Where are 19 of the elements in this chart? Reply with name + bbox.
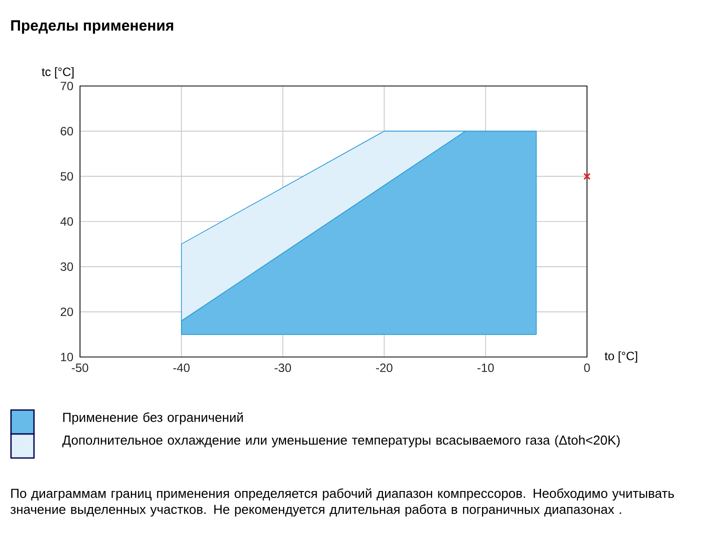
- y-tick-label: 10: [61, 352, 74, 362]
- x-tick-label: -20: [376, 364, 392, 372]
- legend-label: Дополнительное охлаждение или уменьшение температуры всасываемого газа (Δtoh<20K): [62, 435, 620, 448]
- x-tick-label: -50: [72, 364, 88, 372]
- y-tick-label: 50: [60, 172, 74, 181]
- x-tick-label: -30: [274, 364, 291, 372]
- y-axis-title: tc [°C]: [42, 67, 74, 78]
- y-tick-label: 30: [60, 262, 74, 271]
- y-tick-label: 20: [60, 308, 74, 316]
- y-tick-label: 40: [60, 217, 74, 226]
- text: По диаграммам границ применения определяется рабочий диапазон компрессоров. Необходимо учитывать значение выделенных участков. Не рекомендуется длительная работа в пограничных диапазонах .: [10, 488, 674, 517]
- x-tick-label: 0: [584, 364, 590, 372]
- legend-label: Применение без ограничений: [63, 412, 243, 425]
- chart-title: Пределы применения: [11, 20, 174, 34]
- x-tick-label: -40: [173, 364, 190, 372]
- x-tick-label: -10: [477, 364, 494, 372]
- y-tick-label: 70: [60, 82, 74, 90]
- y-tick-label: 60: [60, 126, 74, 136]
- x-axis-title: to [°C]: [604, 351, 638, 363]
